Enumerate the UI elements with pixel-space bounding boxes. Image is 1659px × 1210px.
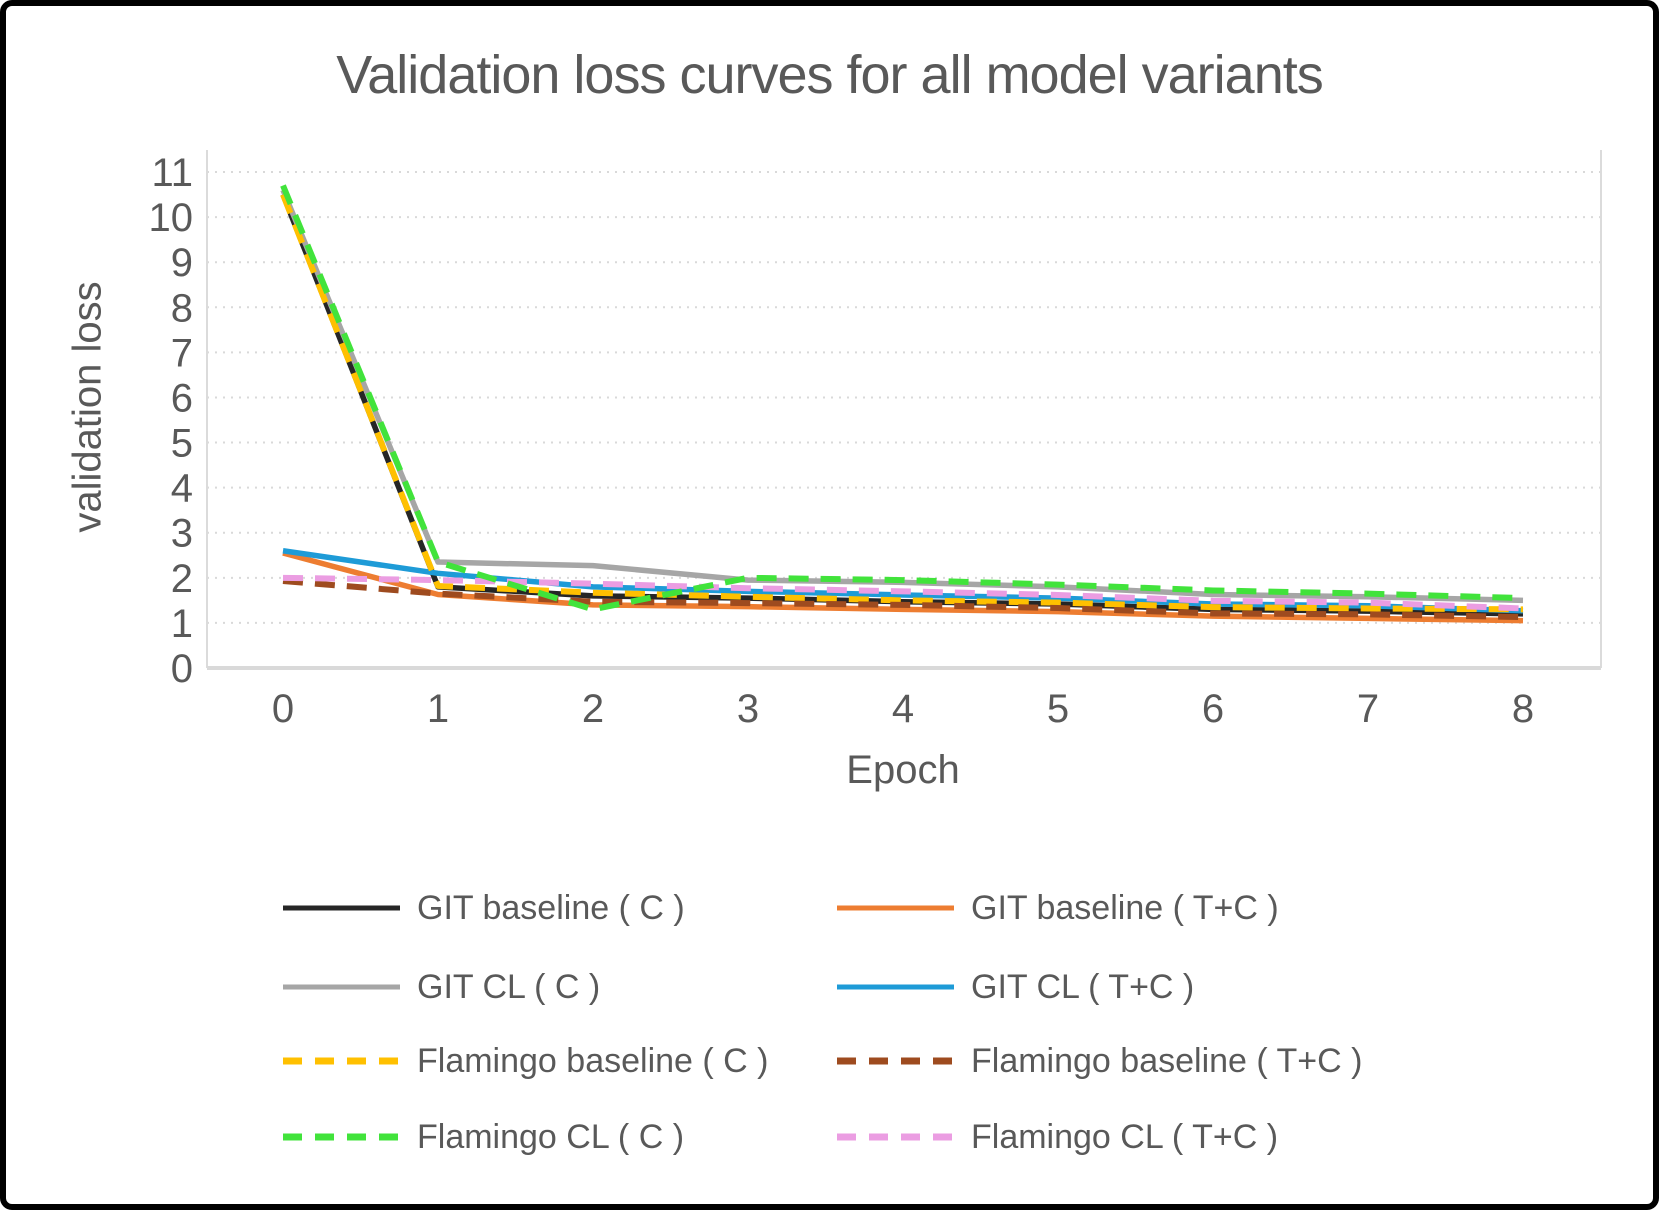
- x-tick-label: 4: [892, 687, 914, 731]
- legend-label: GIT CL ( T+C ): [971, 967, 1195, 1006]
- y-tick-label: 8: [171, 286, 193, 330]
- y-tick-label: 5: [171, 422, 193, 466]
- x-tick-label: 3: [737, 687, 759, 731]
- x-tick-label: 1: [427, 687, 449, 731]
- chart-title: Validation loss curves for all model var…: [336, 45, 1323, 105]
- legend-label: Flamingo CL ( T+C ): [971, 1117, 1279, 1156]
- x-tick-label: 7: [1357, 687, 1379, 731]
- series-line-git-baseline-c: [280, 193, 1524, 617]
- legend-label: Flamingo baseline ( T+C ): [971, 1041, 1363, 1080]
- x-tick-label: 8: [1512, 687, 1534, 731]
- series-line-git-cl-c: [280, 188, 1524, 604]
- legend-swatch-flamingo-cl-c: [283, 1133, 400, 1141]
- legend-label: GIT baseline ( T+C ): [971, 888, 1279, 927]
- series-line-flamingo-cl-t-c: [282, 574, 1524, 612]
- y-tick-label: 1: [171, 602, 193, 646]
- legend-label: Flamingo CL ( C ): [417, 1117, 685, 1156]
- x-tick-label: 0: [272, 687, 294, 731]
- x-tick-label: 2: [582, 687, 604, 731]
- y-tick-label: 3: [171, 512, 193, 556]
- legend-item: GIT CL ( C ): [283, 965, 600, 1009]
- y-tick-label: 9: [171, 241, 193, 285]
- legend-item: Flamingo baseline ( C ): [283, 1039, 768, 1083]
- legend-item: GIT baseline ( C ): [283, 886, 685, 930]
- y-tick-label: 2: [171, 557, 193, 601]
- legend-swatch-git-cl-t-c: [837, 984, 954, 990]
- y-tick-label: 0: [171, 647, 193, 691]
- x-tick-label: 5: [1047, 687, 1069, 731]
- legend-label: GIT CL ( C ): [417, 967, 601, 1006]
- legend-swatch-flamingo-baseline-c: [283, 1057, 400, 1065]
- y-tick-label: 4: [171, 467, 193, 511]
- legend-item: GIT CL ( T+C ): [837, 965, 1194, 1009]
- x-tick-label: 6: [1202, 687, 1224, 731]
- legend-item: Flamingo baseline ( T+C ): [837, 1039, 1362, 1083]
- x-axis-title: Epoch: [846, 748, 960, 792]
- series-line-flamingo-cl-c: [280, 184, 1524, 613]
- legend-swatch-flamingo-baseline-t-c: [837, 1057, 954, 1065]
- series-line-flamingo-baseline-c: [280, 193, 1524, 613]
- y-tick-label: 11: [151, 151, 193, 195]
- legend-item: Flamingo CL ( C ): [283, 1115, 684, 1159]
- legend-label: GIT baseline ( C ): [417, 888, 685, 927]
- series-line-flamingo-baseline-t-c: [282, 577, 1524, 621]
- legend-item: Flamingo CL ( T+C ): [837, 1115, 1278, 1159]
- legend-swatch-git-baseline-t-c: [837, 905, 954, 911]
- legend-swatch-git-cl-c: [283, 984, 400, 990]
- y-tick-label: 10: [149, 196, 194, 240]
- y-tick-label: 6: [171, 376, 193, 420]
- y-tick-label: 7: [171, 331, 193, 375]
- legend-swatch-git-baseline-c: [283, 905, 400, 911]
- legend-swatch-flamingo-cl-t-c: [837, 1133, 954, 1141]
- legend-item: GIT baseline ( T+C ): [837, 886, 1279, 930]
- legend-label: Flamingo baseline ( C ): [417, 1041, 769, 1080]
